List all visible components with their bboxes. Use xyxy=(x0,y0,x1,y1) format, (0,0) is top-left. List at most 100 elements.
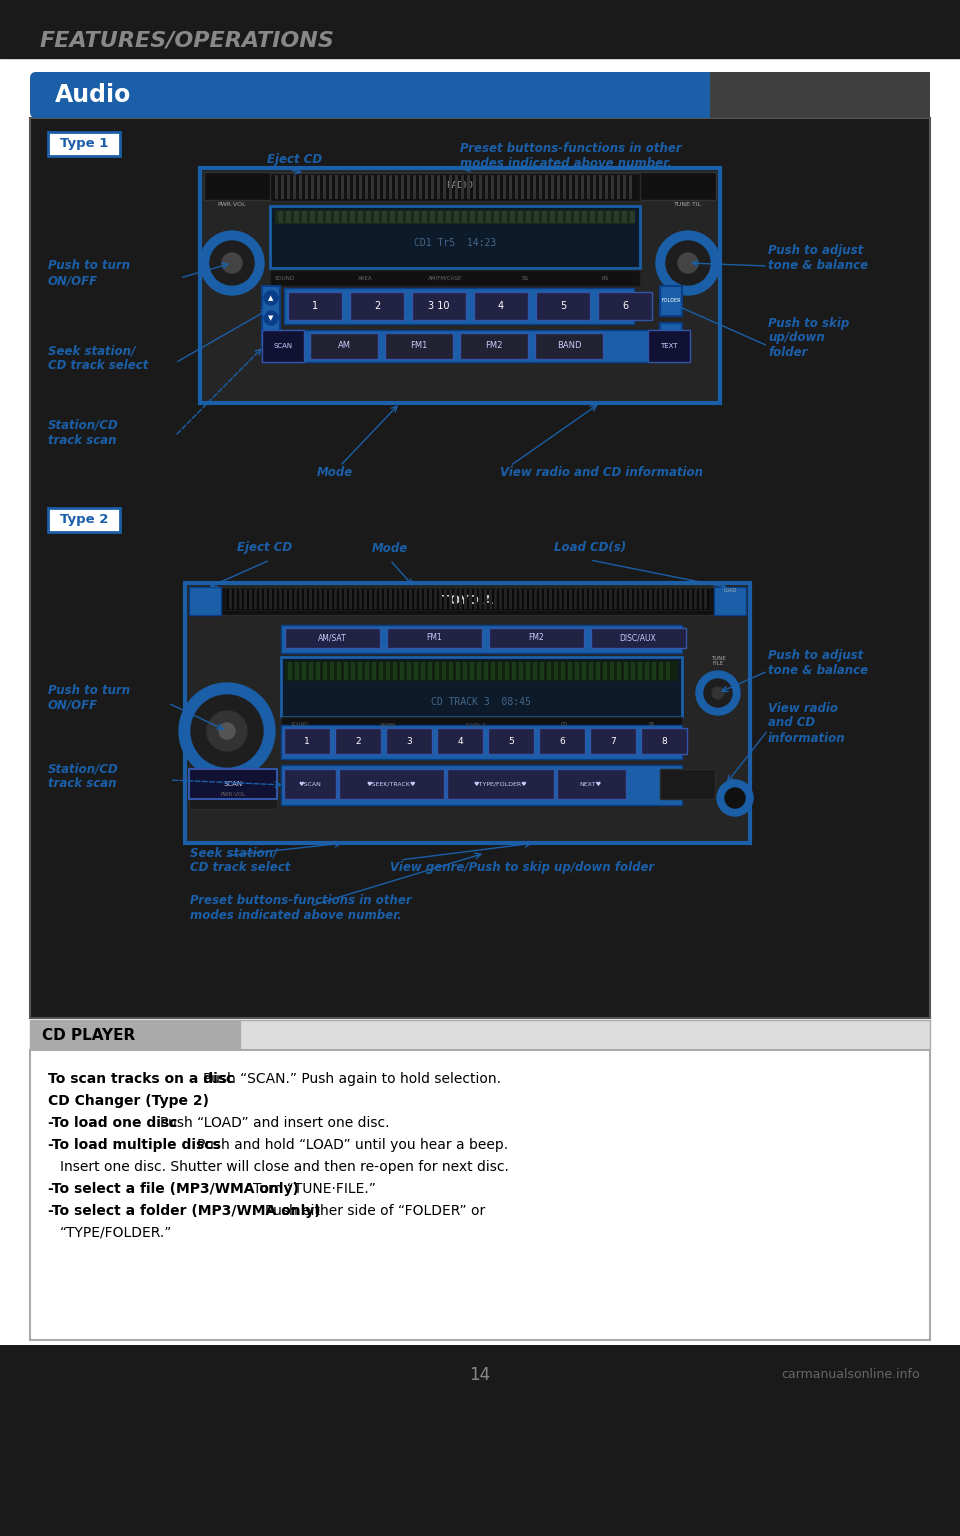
Bar xyxy=(412,292,466,319)
Bar xyxy=(225,588,710,610)
Bar xyxy=(393,662,397,680)
Bar xyxy=(554,662,558,680)
Text: View radio and CD information: View radio and CD information xyxy=(500,467,703,479)
Text: 3: 3 xyxy=(406,736,412,745)
Bar xyxy=(504,588,507,608)
Bar xyxy=(316,662,320,680)
Bar xyxy=(479,175,482,200)
Bar xyxy=(611,175,614,200)
Text: PWR·VOL: PWR·VOL xyxy=(218,201,247,206)
Bar xyxy=(515,175,518,200)
Bar xyxy=(477,662,481,680)
Bar xyxy=(189,770,277,799)
Text: TUNE·TIL: TUNE·TIL xyxy=(674,201,702,206)
Bar xyxy=(323,662,327,680)
Bar xyxy=(529,588,532,608)
Text: AREA: AREA xyxy=(358,275,372,281)
Bar xyxy=(558,210,563,223)
Bar xyxy=(414,210,419,223)
Circle shape xyxy=(191,694,263,766)
Text: Type 2: Type 2 xyxy=(60,513,108,527)
Text: RS: RS xyxy=(601,275,609,281)
Bar xyxy=(587,175,590,200)
Bar xyxy=(660,286,682,316)
Text: -To select a folder (MP3/WMA only): -To select a folder (MP3/WMA only) xyxy=(48,1204,325,1218)
Bar xyxy=(389,588,392,608)
Bar xyxy=(449,662,453,680)
Bar xyxy=(419,175,422,200)
Bar xyxy=(575,175,578,200)
Bar xyxy=(279,588,282,608)
Bar xyxy=(470,210,475,223)
Bar xyxy=(660,323,682,346)
Bar xyxy=(617,662,621,680)
Bar xyxy=(547,662,551,680)
Text: View radio
and CD
information: View radio and CD information xyxy=(768,702,846,745)
Circle shape xyxy=(717,780,753,816)
Bar xyxy=(694,588,697,608)
Bar xyxy=(598,292,652,319)
Bar xyxy=(409,588,412,608)
Text: FOLDER: FOLDER xyxy=(661,298,681,304)
Bar xyxy=(339,588,342,608)
Text: Seek station/
CD track select: Seek station/ CD track select xyxy=(48,344,149,372)
Bar xyxy=(48,132,120,157)
Bar xyxy=(582,662,586,680)
Bar xyxy=(591,628,686,648)
Bar xyxy=(350,292,404,319)
Bar xyxy=(344,588,347,608)
Bar xyxy=(430,210,435,223)
Bar xyxy=(414,662,418,680)
Bar xyxy=(462,210,467,223)
Bar xyxy=(569,175,572,200)
Bar xyxy=(614,588,617,608)
Text: Turn “TUNE·FILE.”: Turn “TUNE·FILE.” xyxy=(252,1183,375,1197)
Text: Push to skip
up/down
folder: Push to skip up/down folder xyxy=(768,316,850,359)
Bar xyxy=(660,770,715,799)
Bar xyxy=(421,662,425,680)
Bar xyxy=(369,588,372,608)
Bar xyxy=(664,588,667,608)
Bar xyxy=(443,175,446,200)
Bar xyxy=(386,728,432,754)
Bar xyxy=(302,210,307,223)
Bar xyxy=(489,628,584,648)
Bar xyxy=(498,662,502,680)
Circle shape xyxy=(219,723,235,739)
Bar xyxy=(652,662,656,680)
Text: AM/SAT: AM/SAT xyxy=(318,633,347,642)
Bar xyxy=(422,210,427,223)
Bar xyxy=(489,588,492,608)
Bar xyxy=(281,657,682,717)
Bar xyxy=(542,210,547,223)
Text: SEEK
TRACK: SEEK TRACK xyxy=(263,333,279,344)
Bar xyxy=(353,175,356,200)
Text: SOUND: SOUND xyxy=(275,275,295,281)
Bar xyxy=(494,588,497,608)
Bar xyxy=(684,588,687,608)
Text: 1: 1 xyxy=(312,301,318,310)
Bar xyxy=(509,175,512,200)
Text: BAND: BAND xyxy=(557,341,581,350)
Text: Push to adjust
tone & balance: Push to adjust tone & balance xyxy=(768,650,868,677)
Circle shape xyxy=(725,788,745,808)
Bar xyxy=(270,270,640,286)
Bar xyxy=(284,588,287,608)
Circle shape xyxy=(656,230,720,295)
Bar xyxy=(654,588,657,608)
Bar xyxy=(189,587,746,614)
Circle shape xyxy=(264,290,278,306)
Bar xyxy=(478,210,483,223)
Bar xyxy=(437,728,483,754)
Text: CD Changer (Type 2): CD Changer (Type 2) xyxy=(48,1094,209,1107)
Bar xyxy=(679,588,682,608)
Bar xyxy=(309,662,313,680)
Text: ▼: ▼ xyxy=(268,315,274,321)
Text: Mode: Mode xyxy=(317,467,353,479)
Bar xyxy=(624,662,628,680)
Bar xyxy=(589,588,592,608)
Bar xyxy=(512,662,516,680)
Bar xyxy=(377,175,380,200)
Bar xyxy=(474,292,528,319)
Text: 1: 1 xyxy=(304,736,310,745)
